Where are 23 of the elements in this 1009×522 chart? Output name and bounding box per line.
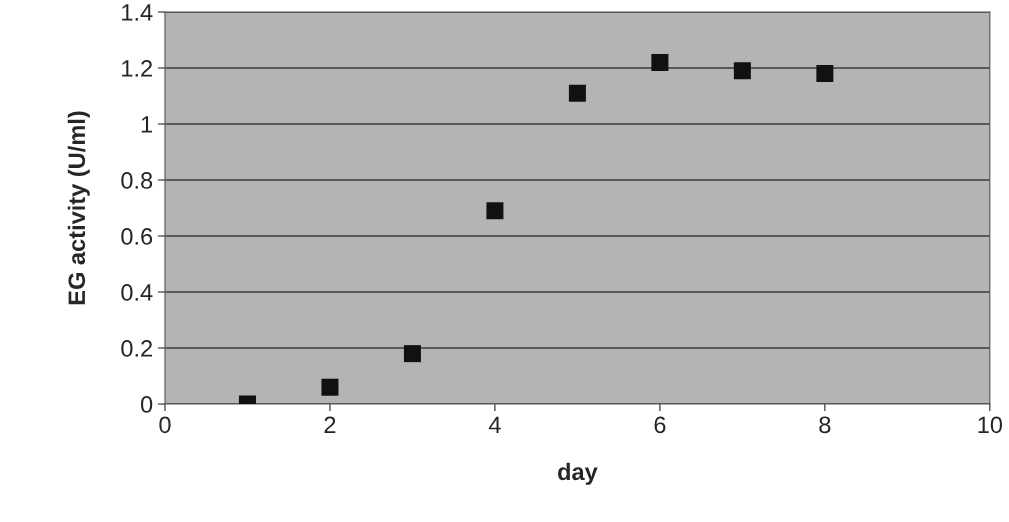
x-tick-label: 10 xyxy=(978,416,1003,434)
point xyxy=(321,378,339,396)
point xyxy=(816,65,834,83)
x-tick-label: 0 xyxy=(159,416,171,434)
y-tick-label: 0.6 xyxy=(121,228,153,245)
y-tick-label: 0.2 xyxy=(121,340,152,357)
point xyxy=(403,345,421,363)
y-tick-label: 0.4 xyxy=(121,284,153,301)
y-tick-label: 0 xyxy=(140,396,153,413)
x-tick-label: 2 xyxy=(324,416,336,433)
y-tick-label: 1 xyxy=(141,116,153,133)
y-axis-title: EG activity (U/ml) xyxy=(67,111,90,305)
y-tick-label: 1.2 xyxy=(122,60,152,77)
point xyxy=(486,202,504,220)
y-tick-label: 1.4 xyxy=(122,4,153,21)
point xyxy=(651,53,669,71)
point xyxy=(733,62,751,80)
y-tick-label: 0.8 xyxy=(121,172,153,189)
x-tick-label: 8 xyxy=(819,416,831,434)
x-tick-label: 6 xyxy=(654,416,666,434)
x-tick-label: 4 xyxy=(488,416,501,433)
point xyxy=(568,84,586,102)
x-axis-title: day xyxy=(558,462,598,485)
